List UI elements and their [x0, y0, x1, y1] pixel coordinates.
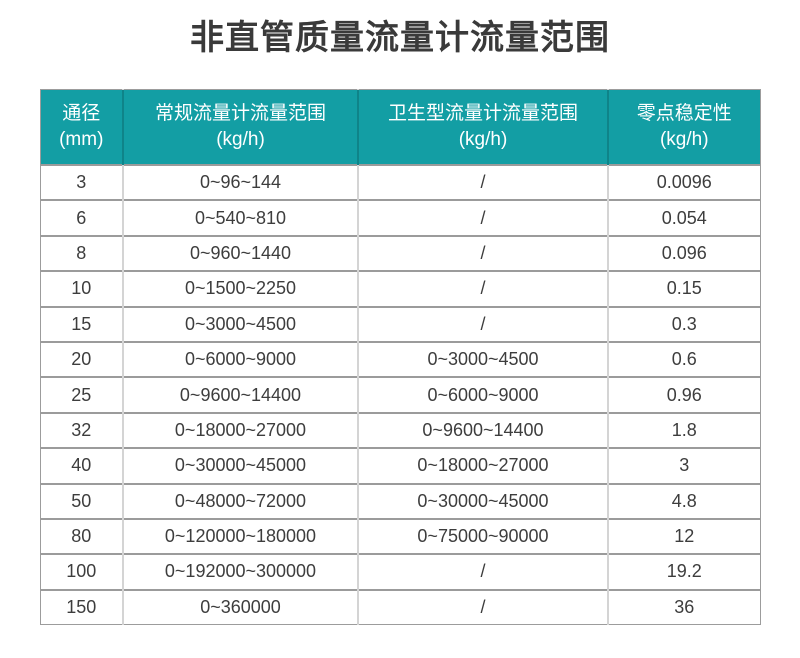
cell-diameter: 100 — [40, 553, 123, 590]
table-row: 80 0~120000~180000 0~75000~90000 12 — [40, 517, 760, 555]
table-row: 10 0~1500~2250/0.15 — [40, 270, 760, 307]
cell-regular-range: 0~9600~14400 — [122, 376, 358, 413]
cell-sanitary-range: 0~9600~14400 — [357, 411, 608, 449]
cell-zero-stability: 36 — [607, 588, 760, 625]
header-cell-zero-stability: 零点稳定性 (kg/h) — [607, 89, 760, 165]
page: 非直管质量流量计流量范围 通径 (mm) 常规流量计流量范围 (kg/h) 卫生… — [0, 18, 800, 658]
cell-regular-range: 0~120000~180000 — [122, 517, 358, 555]
header-cell-regular-range: 常规流量计流量范围 (kg/h) — [122, 89, 358, 165]
table-body: 3 0~96~144/0.0096 6 0~540~810/0.054 8 0~960~1… — [40, 163, 760, 625]
cell-sanitary-range: / — [357, 234, 608, 272]
cell-diameter: 3 — [40, 163, 123, 201]
cell-sanitary-range: 0~3000~4500 — [357, 340, 608, 378]
cell-regular-range: 0~3000~4500 — [122, 305, 358, 342]
table-row: 6 0~540~810/0.054 — [40, 199, 760, 236]
table-row: 25 0~9600~14400 0~6000~9000 0.96 — [40, 376, 760, 413]
cell-diameter: 25 — [40, 376, 123, 413]
header-cell-sanitary-range: 卫生型流量计流量范围 (kg/h) — [357, 89, 608, 165]
cell-sanitary-range: / — [357, 163, 608, 201]
cell-zero-stability: 0.096 — [607, 234, 760, 272]
table-row: 50 0~48000~72000 0~30000~45000 4.8 — [40, 482, 760, 519]
cell-sanitary-range: / — [357, 199, 608, 236]
cell-diameter: 15 — [40, 305, 123, 342]
cell-regular-range: 0~1500~2250 — [122, 270, 358, 307]
cell-diameter: 6 — [40, 199, 123, 236]
cell-diameter: 32 — [40, 411, 123, 449]
cell-regular-range: 0~540~810 — [122, 199, 358, 236]
cell-diameter: 20 — [40, 340, 123, 378]
header-label: 零点稳定性 — [636, 103, 732, 124]
cell-zero-stability: 1.8 — [607, 411, 760, 449]
table-row: 3 0~96~144/0.0096 — [40, 163, 760, 201]
cell-diameter: 50 — [40, 482, 123, 519]
cell-sanitary-range: 0~30000~45000 — [357, 482, 608, 519]
cell-diameter: 80 — [40, 517, 123, 555]
cell-zero-stability: 0.0096 — [607, 163, 760, 201]
header-cell-diameter: 通径 (mm) — [40, 89, 123, 165]
header-label: 卫生型流量计流量范围 — [387, 103, 578, 124]
cell-sanitary-range: 0~18000~27000 — [357, 447, 608, 484]
cell-regular-range: 0~96~144 — [122, 163, 358, 201]
cell-regular-range: 0~360000 — [122, 588, 358, 625]
cell-zero-stability: 0.96 — [607, 376, 760, 413]
cell-sanitary-range: / — [357, 305, 608, 342]
cell-zero-stability: 0.3 — [607, 305, 760, 342]
table-header: 通径 (mm) 常规流量计流量范围 (kg/h) 卫生型流量计流量范围 (kg/… — [40, 89, 760, 165]
cell-sanitary-range: / — [357, 553, 608, 590]
cell-diameter: 10 — [40, 270, 123, 307]
flow-range-table: 通径 (mm) 常规流量计流量范围 (kg/h) 卫生型流量计流量范围 (kg/… — [39, 89, 761, 626]
table-row: 100 0~192000~300000/19.2 — [40, 553, 760, 590]
header-unit: (mm) — [59, 129, 104, 150]
cell-zero-stability: 19.2 — [607, 553, 760, 590]
header-label: 常规流量计流量范围 — [154, 103, 326, 124]
cell-regular-range: 0~6000~9000 — [122, 340, 358, 378]
table-row: 8 0~960~1440/0.096 — [40, 234, 760, 272]
header-unit: (kg/h) — [458, 129, 508, 150]
cell-regular-range: 0~48000~72000 — [122, 482, 358, 519]
cell-zero-stability: 0.6 — [607, 340, 760, 378]
header-unit: (kg/h) — [659, 129, 709, 150]
cell-sanitary-range: / — [357, 588, 608, 625]
table-row: 40 0~30000~45000 0~18000~27000 3 — [40, 447, 760, 484]
header-row: 通径 (mm) 常规流量计流量范围 (kg/h) 卫生型流量计流量范围 (kg/… — [40, 89, 760, 165]
cell-sanitary-range: / — [357, 270, 608, 307]
table-row: 32 0~18000~27000 0~9600~14400 1.8 — [40, 411, 760, 449]
cell-sanitary-range: 0~75000~90000 — [357, 517, 608, 555]
page-title: 非直管质量流量计流量范围 — [190, 19, 610, 57]
cell-sanitary-range: 0~6000~9000 — [357, 376, 608, 413]
table-row: 15 0~3000~4500/0.3 — [40, 305, 760, 342]
table-row: 150 0~360000/36 — [40, 588, 760, 625]
cell-diameter: 40 — [40, 447, 123, 484]
cell-zero-stability: 3 — [607, 447, 760, 484]
cell-regular-range: 0~192000~300000 — [122, 553, 358, 590]
cell-zero-stability: 4.8 — [607, 482, 760, 519]
header-label: 通径 — [62, 103, 101, 124]
cell-regular-range: 0~960~1440 — [122, 234, 358, 272]
cell-regular-range: 0~30000~45000 — [122, 447, 358, 484]
header-unit: (kg/h) — [216, 129, 265, 150]
table-row: 20 0~6000~9000 0~3000~4500 0.6 — [40, 340, 760, 378]
cell-zero-stability: 0.054 — [607, 199, 760, 236]
cell-diameter: 150 — [40, 588, 123, 625]
cell-zero-stability: 12 — [607, 517, 760, 555]
cell-diameter: 8 — [40, 234, 123, 272]
cell-zero-stability: 0.15 — [607, 270, 760, 307]
cell-regular-range: 0~18000~27000 — [122, 411, 358, 449]
